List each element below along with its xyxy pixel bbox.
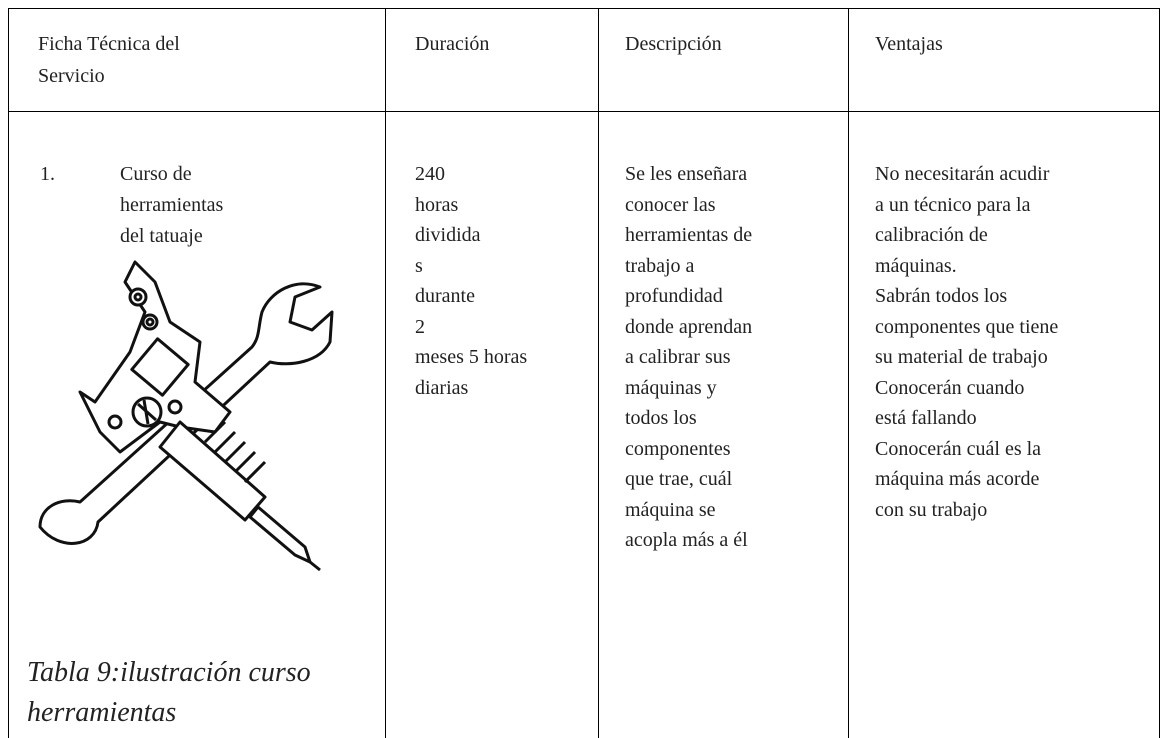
advantages: No necesitarán acudir — [875, 163, 1050, 185]
advantages: calibración de — [875, 224, 988, 246]
caption: Tabla 9:ilustración curso — [27, 657, 311, 688]
service-name: Curso de — [120, 163, 192, 185]
duration: 2 — [415, 315, 425, 338]
description: acopla más a él — [625, 529, 748, 551]
border — [8, 111, 1160, 112]
advantages: con su trabajo — [875, 498, 988, 521]
header-cell: Duración — [415, 33, 490, 55]
duration: durante — [415, 285, 475, 307]
header-cell: Descripción — [625, 33, 722, 55]
advantages: su material de trabajo — [875, 346, 1048, 368]
header-cell: Ficha Técnica del — [38, 33, 180, 55]
border — [8, 8, 1160, 9]
advantages: Conocerán cuando — [875, 376, 1025, 399]
description: conocer las — [625, 193, 716, 216]
border — [385, 8, 386, 738]
duration: diarias — [415, 376, 469, 399]
duration: s — [415, 254, 423, 277]
description: profundidad — [625, 285, 723, 307]
border — [1159, 8, 1160, 738]
description: componentes — [625, 437, 731, 460]
duration: dividida — [415, 224, 481, 246]
border — [598, 8, 599, 738]
duration: horas — [415, 193, 459, 216]
description: Se les enseñara — [625, 163, 748, 185]
service-name: del tatuaje — [120, 225, 203, 247]
caption: herramientas — [27, 697, 177, 728]
description: trabajo a — [625, 254, 695, 277]
duration: meses 5 horas — [415, 346, 528, 368]
description: máquinas y — [625, 376, 717, 399]
border — [8, 8, 9, 738]
advantages: componentes que tiene — [875, 315, 1059, 338]
advantages: Conocerán cuál es la — [875, 437, 1042, 460]
description: máquina se — [625, 498, 716, 521]
description: a calibrar sus — [625, 346, 731, 368]
service-name: herramientas — [120, 194, 224, 216]
description: herramientas de — [625, 224, 753, 246]
illustration — [38, 260, 334, 572]
description: que trae, cuál — [625, 468, 733, 490]
description: todos los — [625, 407, 697, 429]
advantages: está fallando — [875, 407, 977, 429]
duration: 240 — [415, 163, 445, 185]
description: donde aprendan — [625, 315, 753, 338]
header-cell: Ventajas — [875, 33, 943, 55]
advantages: máquina más acorde — [875, 468, 1040, 490]
list-number: 1. — [40, 163, 55, 185]
advantages: máquinas. — [875, 254, 957, 277]
header-cell: Servicio — [38, 65, 105, 87]
advantages: a un técnico para la — [875, 193, 1031, 216]
border — [848, 8, 849, 738]
advantages: Sabrán todos los — [875, 285, 1008, 307]
